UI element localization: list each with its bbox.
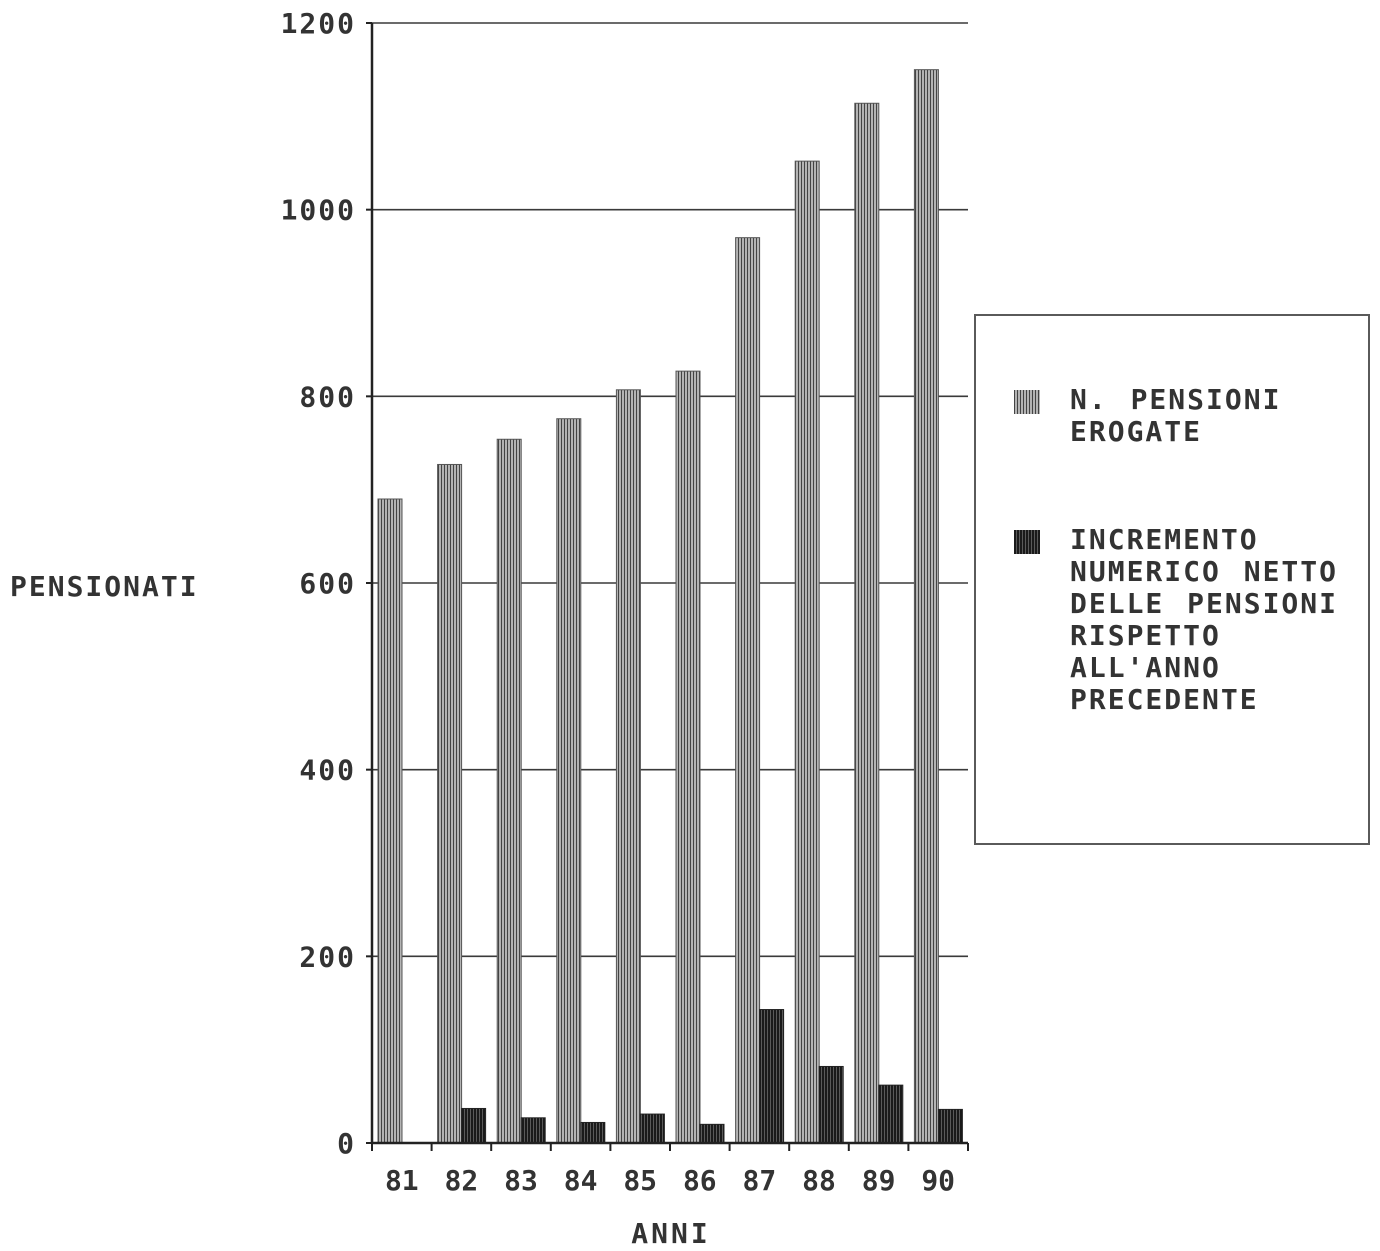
bar-pensioni-erogate-83 [496,438,522,1144]
x-axis-label: ANNI [631,1217,710,1250]
bar-pensioni-erogate-82 [437,463,463,1144]
y-tick-label: 1200 [281,7,356,40]
bar-pensioni-erogate-86 [675,370,701,1144]
bar-incremento-89 [878,1084,904,1144]
x-tick-label: 83 [504,1164,538,1197]
y-tick-label: 800 [299,380,356,413]
y-axis-label: PENSIONATI [10,570,199,603]
x-tick-label: 87 [743,1164,777,1197]
bar-incremento-84 [580,1121,606,1144]
y-tick-label: 0 [337,1127,356,1160]
bar-pensioni-erogate-81 [377,498,403,1144]
bar-pensioni-erogate-84 [556,418,582,1144]
x-tick-label: 81 [385,1164,419,1197]
y-tick-label: 200 [299,940,356,973]
bar-incremento-88 [818,1065,844,1144]
bar-pensioni-erogate-88 [794,160,820,1144]
legend-swatch-pensioni-erogate [1014,390,1040,414]
axes [366,22,969,1151]
x-tick-label: 82 [445,1164,479,1197]
bar-pensioni-erogate-89 [854,102,880,1144]
bar-incremento-87 [759,1009,785,1144]
legend-label-incremento: INCREMENTO NUMERICO NETTO DELLE PENSIONI… [1070,523,1339,716]
x-tick-labels: 81 82 83 84 85 86 87 88 89 90 [385,1164,955,1197]
x-tick-label: 84 [564,1164,598,1197]
x-tick-label: 90 [921,1164,955,1197]
x-tick-label: 86 [683,1164,717,1197]
y-tick-label: 1000 [281,194,356,227]
bar-incremento-86 [699,1123,725,1144]
legend: N. PENSIONI EROGATE INCREMENTO NUMERICO … [974,314,1370,845]
x-tick-label: 85 [623,1164,657,1197]
bar-pensioni-erogate-87 [735,237,761,1144]
x-tick-label: 89 [862,1164,896,1197]
bars [377,69,963,1144]
bar-incremento-90 [937,1108,963,1144]
legend-swatch-incremento [1014,530,1040,554]
bar-pensioni-erogate-90 [913,69,939,1144]
x-tick-label: 88 [802,1164,836,1197]
y-tick-label: 400 [299,754,356,787]
bar-pensioni-erogate-85 [615,389,641,1144]
y-tick-label: 600 [299,567,356,600]
legend-label-pensioni-erogate: N. PENSIONI EROGATE [1070,383,1282,448]
bar-incremento-85 [639,1113,665,1144]
bar-incremento-82 [461,1107,487,1144]
y-tick-labels: 0 200 400 600 800 1000 1200 [281,7,356,1160]
bar-incremento-83 [520,1117,546,1144]
